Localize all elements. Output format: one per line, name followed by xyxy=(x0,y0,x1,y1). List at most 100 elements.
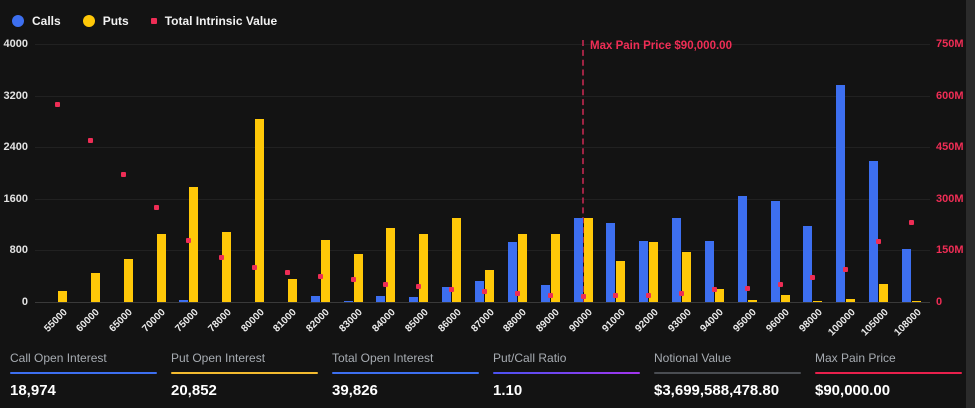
stat-notional-value: Notional Value $3,699,588,478.80 xyxy=(654,351,801,408)
call-bar[interactable] xyxy=(770,201,780,302)
intrinsic-point[interactable] xyxy=(87,137,93,143)
put-bar[interactable] xyxy=(255,118,265,302)
legend-item-intrinsic[interactable]: Total Intrinsic Value xyxy=(150,14,277,28)
intrinsic-point[interactable] xyxy=(810,275,816,281)
put-bar[interactable] xyxy=(58,291,67,302)
stat-call-open-interest: Call Open Interest 18,974 xyxy=(10,351,157,408)
legend-item-puts[interactable]: Puts xyxy=(82,14,129,28)
put-bar[interactable] xyxy=(846,298,856,302)
intrinsic-point[interactable] xyxy=(580,294,586,300)
call-bar[interactable] xyxy=(507,242,517,302)
right-axis-tick: 150M xyxy=(936,244,964,257)
intrinsic-point[interactable] xyxy=(416,284,422,290)
call-bar[interactable] xyxy=(573,217,583,302)
call-bar[interactable] xyxy=(606,222,616,302)
call-bar[interactable] xyxy=(803,225,813,302)
intrinsic-point[interactable] xyxy=(186,237,192,243)
intrinsic-point[interactable] xyxy=(284,270,290,276)
call-bar[interactable] xyxy=(409,297,419,302)
put-bar[interactable] xyxy=(649,242,659,302)
intrinsic-point[interactable] xyxy=(383,282,389,288)
put-bar[interactable] xyxy=(583,218,593,302)
stat-underline xyxy=(654,372,801,374)
call-bar[interactable] xyxy=(475,280,484,302)
call-bar[interactable] xyxy=(343,300,353,302)
intrinsic-point[interactable] xyxy=(350,277,356,283)
intrinsic-point[interactable] xyxy=(252,265,258,271)
intrinsic-point[interactable] xyxy=(514,290,520,296)
put-bar[interactable] xyxy=(714,289,724,302)
put-bar[interactable] xyxy=(813,300,823,302)
stat-value: $90,000.00 xyxy=(815,382,891,399)
left-axis-tick: 3200 xyxy=(3,89,28,102)
call-bar[interactable] xyxy=(737,196,747,302)
call-bar[interactable] xyxy=(540,284,550,302)
call-bar[interactable] xyxy=(376,295,386,302)
intrinsic-point[interactable] xyxy=(219,254,225,260)
right-edge-gutter xyxy=(966,0,975,408)
legend-item-calls[interactable]: Calls xyxy=(12,14,61,28)
intrinsic-point[interactable] xyxy=(317,273,323,279)
put-bar[interactable] xyxy=(912,300,921,302)
call-bar[interactable] xyxy=(179,300,189,302)
intrinsic-point[interactable] xyxy=(909,220,914,226)
stat-put-open-interest: Put Open Interest 20,852 xyxy=(171,351,318,408)
put-bar[interactable] xyxy=(353,253,363,302)
put-bar[interactable] xyxy=(485,269,494,302)
chart-legend: Calls Puts Total Intrinsic Value xyxy=(12,14,277,28)
put-bar[interactable] xyxy=(747,300,757,302)
put-bar[interactable] xyxy=(320,240,330,302)
intrinsic-point[interactable] xyxy=(646,292,652,298)
right-axis-tick: 300M xyxy=(936,192,964,205)
put-bar[interactable] xyxy=(616,260,626,302)
put-bar[interactable] xyxy=(222,232,232,302)
intrinsic-point[interactable] xyxy=(876,239,882,245)
gridline xyxy=(35,302,930,303)
stat-label: Total Open Interest xyxy=(332,351,434,365)
intrinsic-point[interactable] xyxy=(547,292,553,298)
put-bar[interactable] xyxy=(780,294,790,302)
legend-label-puts: Puts xyxy=(102,14,129,28)
right-axis-tick: 750M xyxy=(936,38,964,50)
puts-swatch-icon xyxy=(82,15,95,27)
intrinsic-point[interactable] xyxy=(153,204,159,210)
put-bar[interactable] xyxy=(156,234,166,302)
intrinsic-point[interactable] xyxy=(449,287,455,293)
call-bar[interactable] xyxy=(639,240,649,302)
gridline xyxy=(35,95,930,97)
call-bar[interactable] xyxy=(310,296,320,302)
intrinsic-point[interactable] xyxy=(482,289,487,295)
call-bar[interactable] xyxy=(869,160,879,302)
intrinsic-point[interactable] xyxy=(711,287,717,293)
stat-underline xyxy=(493,372,640,374)
intrinsic-point[interactable] xyxy=(843,266,849,272)
intrinsic-point[interactable] xyxy=(777,282,783,288)
intrinsic-point[interactable] xyxy=(55,101,60,107)
call-bar[interactable] xyxy=(836,84,846,302)
put-bar[interactable] xyxy=(189,187,199,302)
put-bar[interactable] xyxy=(517,234,527,302)
put-bar[interactable] xyxy=(452,218,462,302)
call-bar[interactable] xyxy=(672,217,682,302)
put-bar[interactable] xyxy=(879,283,889,302)
put-bar[interactable] xyxy=(419,234,429,302)
gridline xyxy=(35,147,930,149)
put-bar[interactable] xyxy=(550,233,560,302)
stat-label: Put/Call Ratio xyxy=(493,351,567,365)
intrinsic-point[interactable] xyxy=(679,290,685,296)
right-axis-tick: 450M xyxy=(936,141,964,154)
call-bar[interactable] xyxy=(704,241,714,302)
put-bar[interactable] xyxy=(123,258,133,302)
intrinsic-point[interactable] xyxy=(120,172,126,178)
put-bar[interactable] xyxy=(90,272,100,302)
put-bar[interactable] xyxy=(682,252,692,302)
intrinsic-point[interactable] xyxy=(744,285,750,291)
call-bar[interactable] xyxy=(442,286,452,302)
stat-underline xyxy=(10,372,157,374)
put-bar[interactable] xyxy=(386,228,396,302)
legend-label-calls: Calls xyxy=(32,14,61,28)
intrinsic-point[interactable] xyxy=(613,292,619,298)
call-bar[interactable] xyxy=(902,249,911,302)
put-bar[interactable] xyxy=(287,279,297,302)
